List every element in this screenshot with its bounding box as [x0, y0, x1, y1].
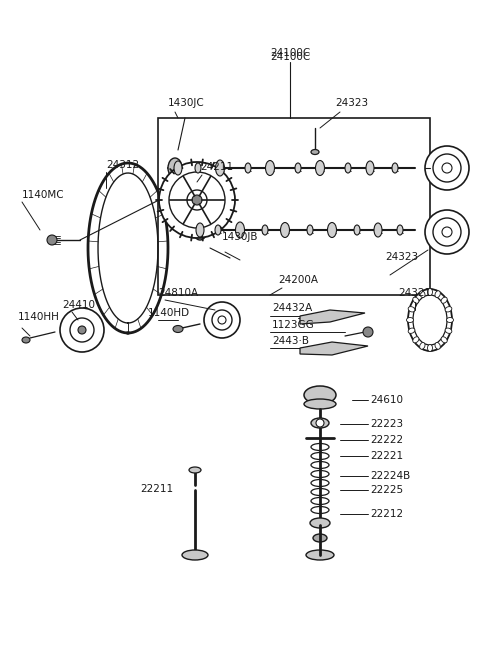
Ellipse shape [428, 288, 432, 296]
Polygon shape [300, 310, 365, 324]
Ellipse shape [420, 342, 425, 350]
Circle shape [47, 235, 57, 245]
Ellipse shape [216, 160, 225, 176]
Ellipse shape [413, 295, 447, 345]
Ellipse shape [280, 223, 289, 237]
Circle shape [363, 327, 373, 337]
Ellipse shape [445, 307, 452, 312]
Ellipse shape [311, 418, 329, 428]
Ellipse shape [407, 317, 413, 323]
Ellipse shape [441, 297, 447, 304]
Text: 24100C: 24100C [270, 52, 310, 62]
Ellipse shape [441, 337, 447, 343]
Ellipse shape [413, 297, 419, 304]
Ellipse shape [182, 550, 208, 560]
Ellipse shape [304, 386, 336, 404]
Ellipse shape [446, 317, 454, 323]
Ellipse shape [173, 325, 183, 332]
Circle shape [187, 190, 207, 210]
Circle shape [425, 146, 469, 190]
Ellipse shape [311, 150, 319, 154]
Text: 24323: 24323 [385, 252, 418, 262]
Polygon shape [300, 342, 368, 355]
Ellipse shape [196, 223, 204, 237]
Ellipse shape [428, 344, 432, 351]
Text: 22211: 22211 [140, 484, 173, 494]
Text: 1140HD: 1140HD [148, 308, 190, 318]
Text: 24100C: 24100C [270, 48, 310, 58]
Text: 22212: 22212 [370, 509, 403, 519]
Text: 24323: 24323 [335, 98, 368, 108]
Text: 24312: 24312 [106, 160, 139, 170]
Ellipse shape [307, 225, 313, 235]
Ellipse shape [195, 163, 201, 173]
Ellipse shape [327, 223, 336, 237]
Ellipse shape [193, 220, 207, 240]
Circle shape [169, 172, 225, 228]
Ellipse shape [22, 337, 30, 343]
Ellipse shape [304, 399, 336, 409]
Text: 22223: 22223 [370, 419, 403, 429]
Ellipse shape [345, 163, 351, 173]
Text: 24321: 24321 [398, 288, 431, 298]
Text: 1140HH: 1140HH [18, 312, 60, 322]
Ellipse shape [435, 291, 440, 298]
Ellipse shape [408, 289, 452, 351]
Circle shape [204, 302, 240, 338]
Ellipse shape [374, 223, 382, 237]
Text: 1123GG: 1123GG [272, 320, 315, 330]
Ellipse shape [295, 163, 301, 173]
Circle shape [442, 227, 452, 237]
Text: 22222: 22222 [370, 435, 403, 445]
Text: 22225: 22225 [370, 485, 403, 495]
Text: 24200A: 24200A [278, 275, 318, 285]
Circle shape [425, 210, 469, 254]
Circle shape [78, 326, 86, 334]
Text: 24810A: 24810A [158, 288, 198, 298]
Ellipse shape [215, 225, 221, 235]
Ellipse shape [174, 161, 182, 175]
Ellipse shape [315, 160, 324, 175]
Ellipse shape [392, 163, 398, 173]
Circle shape [433, 154, 461, 182]
Circle shape [316, 419, 324, 427]
Ellipse shape [408, 307, 415, 312]
Ellipse shape [310, 518, 330, 528]
Text: 22224B: 22224B [370, 471, 410, 481]
Ellipse shape [435, 342, 440, 350]
Circle shape [218, 316, 226, 324]
Text: 1430JB: 1430JB [222, 232, 259, 242]
Ellipse shape [236, 222, 244, 238]
Ellipse shape [445, 328, 452, 333]
Circle shape [192, 195, 202, 205]
Ellipse shape [189, 467, 201, 473]
Ellipse shape [245, 163, 251, 173]
Ellipse shape [366, 161, 374, 175]
Ellipse shape [413, 337, 419, 343]
Ellipse shape [265, 160, 275, 175]
Circle shape [212, 310, 232, 330]
Ellipse shape [408, 328, 415, 333]
Ellipse shape [313, 534, 327, 542]
Ellipse shape [262, 225, 268, 235]
Text: 1140MC: 1140MC [22, 190, 65, 200]
Circle shape [70, 318, 94, 342]
Text: 22221: 22221 [370, 451, 403, 461]
Text: 2443·B: 2443·B [272, 336, 309, 346]
Text: 24432A: 24432A [272, 303, 312, 313]
Ellipse shape [306, 550, 334, 560]
Text: 24410: 24410 [62, 300, 95, 310]
Bar [158, 118, 430, 295]
Circle shape [442, 163, 452, 173]
Text: 1430JC: 1430JC [168, 98, 205, 108]
Ellipse shape [420, 291, 425, 298]
Ellipse shape [354, 225, 360, 235]
Text: 24211: 24211 [200, 162, 233, 172]
Circle shape [159, 162, 235, 238]
Circle shape [60, 308, 104, 352]
Ellipse shape [168, 158, 182, 178]
Ellipse shape [397, 225, 403, 235]
Circle shape [433, 218, 461, 246]
Text: 24610: 24610 [370, 395, 403, 405]
